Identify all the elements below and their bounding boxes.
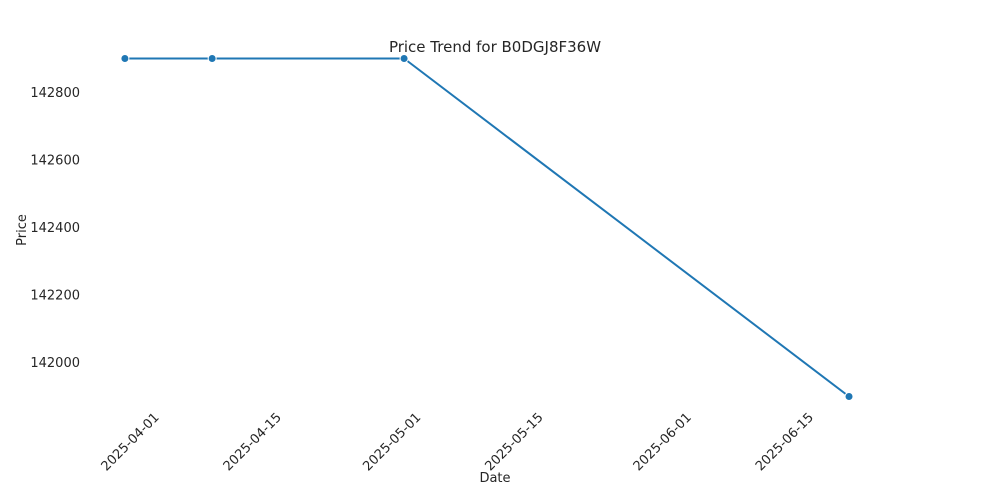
- y-axis-label: Price: [15, 214, 30, 246]
- y-tick-label: 142200: [30, 289, 80, 304]
- series-line: [123, 57, 850, 398]
- y-tick-label: 142000: [30, 356, 80, 371]
- data-point: [844, 391, 854, 401]
- plot-area: [120, 54, 854, 401]
- x-axis-label: Date: [479, 471, 510, 486]
- y-axis-ticks: 142000 142200 142400 142600 142800: [30, 86, 80, 371]
- y-tick-label: 142600: [30, 153, 80, 168]
- data-point: [207, 54, 217, 64]
- y-tick-label: 142400: [30, 221, 80, 236]
- y-tick-label: 142800: [30, 86, 80, 101]
- chart-title: Price Trend for B0DGJ8F36W: [389, 38, 601, 56]
- data-point: [399, 54, 409, 64]
- data-point: [120, 54, 130, 64]
